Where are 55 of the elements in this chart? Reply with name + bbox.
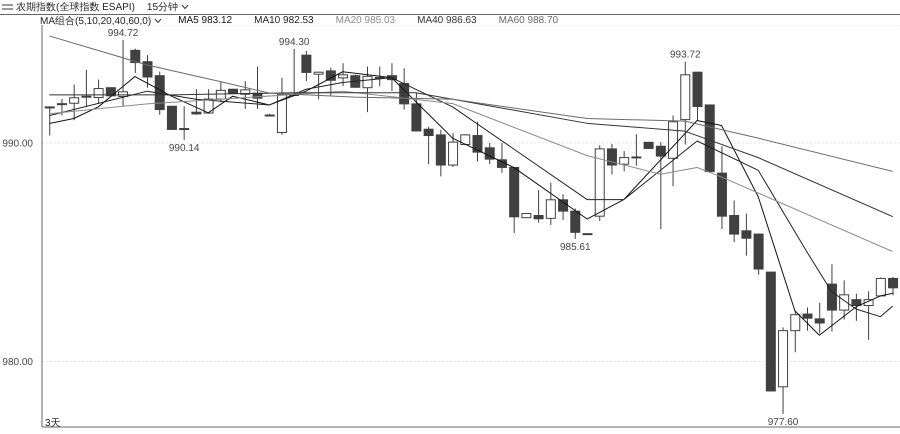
candlestick (350, 74, 360, 88)
candlestick (741, 213, 752, 256)
annotation: 994.72 (108, 28, 139, 39)
candlestick (876, 276, 886, 297)
candlestick (326, 67, 336, 96)
annotation: 3天 (45, 417, 61, 430)
candlestick (166, 105, 177, 130)
candlestick (546, 182, 556, 226)
candlestick (814, 302, 825, 334)
annotation: MA组合(5,10,20,40,60,0) (40, 14, 152, 28)
candlestick (362, 66, 372, 113)
candlestick (81, 69, 92, 108)
candlestick (191, 88, 202, 116)
candlestick (69, 84, 80, 121)
candlestick (802, 306, 812, 332)
candlestick (448, 132, 458, 168)
line-series (48, 92, 894, 218)
candlestick (656, 142, 666, 230)
candlestick (338, 62, 348, 87)
annotation: 985.61 (560, 242, 592, 253)
candlestick (619, 150, 630, 172)
candlestick (301, 50, 312, 82)
annotation: MA60 988.70 (498, 15, 558, 26)
candlestick (56, 98, 67, 116)
candlestick (94, 79, 104, 104)
candlestick (472, 121, 482, 162)
candlestick (729, 200, 740, 243)
candlestick (888, 276, 898, 296)
y-tick-label: 980.00 (2, 357, 34, 368)
chart-title: 农期指数(全球指数 ESAPI) (16, 0, 135, 14)
candlestick (570, 208, 580, 240)
annotation: MA5 983.12 (178, 15, 232, 26)
annotation: MA20 985.03 (336, 15, 396, 26)
annotation: 990.14 (168, 142, 200, 154)
candlestick (534, 190, 544, 224)
annotation: 977.60 (768, 416, 799, 428)
candlestick (606, 143, 617, 175)
line-series (48, 35, 894, 172)
annotation: 994.30 (278, 37, 310, 48)
annotation: 993.72 (670, 50, 702, 61)
y-tick-label: 990.00 (2, 138, 34, 150)
candlestick (839, 280, 850, 320)
annotation: MA10 982.53 (254, 15, 314, 26)
candlestick (142, 54, 152, 88)
candlestick (130, 48, 140, 74)
candlestick (631, 134, 642, 166)
chart-subtitle: 15分钟 (146, 0, 178, 14)
candlestick (851, 293, 862, 322)
line-series (48, 90, 894, 252)
candlestick (179, 106, 190, 140)
candlestick (790, 310, 800, 353)
annotation: MA40 986.63 (417, 15, 477, 26)
candlestick (314, 71, 324, 100)
candlestick (424, 126, 434, 165)
candlestick (44, 106, 55, 136)
